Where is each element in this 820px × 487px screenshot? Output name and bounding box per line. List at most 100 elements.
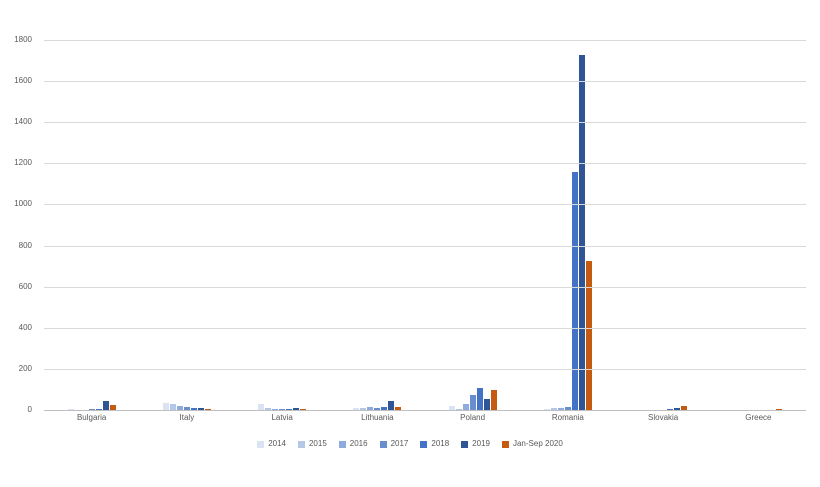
legend-item-2014: 2014 <box>257 440 286 448</box>
legend-label: 2019 <box>472 439 490 448</box>
legend-item-2017: 2017 <box>379 439 409 448</box>
bar-bulgaria-2018 <box>95 408 102 410</box>
y-tick-label: 400 <box>18 322 32 332</box>
bar-bulgaria-2019 <box>102 401 109 410</box>
bar-group-poland <box>425 40 520 410</box>
bar-lithuania-jan-sep-2020 <box>395 406 402 410</box>
x-tick-label: Lithuania <box>361 413 394 422</box>
bar-romania-2014 <box>543 408 550 410</box>
bar-group-romania <box>520 40 615 410</box>
bar-lithuania-2014 <box>353 408 360 410</box>
x-axis: Bulgaria Italy Latvia Lithuania Poland Romani… <box>44 414 806 422</box>
legend-swatch-icon <box>257 440 265 448</box>
y-tick-label: 1600 <box>14 76 32 86</box>
plot-area <box>44 40 806 411</box>
bar-romania-jan-sep-2020 <box>585 260 592 410</box>
bar-lithuania-2017 <box>374 407 381 410</box>
legend-swatch-icon <box>297 440 305 448</box>
x-tick-label: Poland <box>460 413 486 422</box>
bar-greece-jan-sep-2020 <box>776 408 783 410</box>
bar-italy-2015 <box>169 404 176 410</box>
bar-group-lithuania <box>330 40 425 410</box>
bar-latvia-2015 <box>265 408 272 410</box>
gridline <box>44 327 806 329</box>
bar-lithuania-2016 <box>367 406 374 410</box>
bar-romania-2016 <box>557 407 564 410</box>
legend-label: 2018 <box>431 439 450 448</box>
bar-lithuania-2019 <box>388 400 395 410</box>
y-tick-label: 1200 <box>14 158 32 168</box>
bar-lithuania-2018 <box>381 406 388 410</box>
bar-latvia-2019 <box>293 407 300 410</box>
legend-label: 2016 <box>349 439 368 448</box>
gridline <box>44 245 806 247</box>
y-tick-label: 1800 <box>14 35 32 44</box>
bar-italy-2017 <box>183 406 190 410</box>
bar-slovakia-2018 <box>667 409 674 410</box>
legend-item-2016: 2016 <box>338 439 368 448</box>
bar-group-latvia <box>235 40 330 410</box>
y-tick-label: 200 <box>18 363 32 373</box>
gridline <box>44 40 806 41</box>
legend-label: 2017 <box>390 439 409 448</box>
legend-swatch-icon <box>501 440 509 448</box>
legend-swatch-icon <box>461 440 469 448</box>
bar-latvia-2016 <box>272 408 279 410</box>
bar-bulgaria-2014 <box>67 409 74 410</box>
bar-bulgaria-2017 <box>88 409 95 410</box>
bar-romania-2019 <box>578 55 585 410</box>
x-tick-label: Slovakia <box>648 413 679 422</box>
bar-groups <box>44 40 806 410</box>
bar-italy-2014 <box>162 402 169 410</box>
bar-latvia-2018 <box>286 409 293 410</box>
bar-italy-2019 <box>197 407 204 410</box>
bar-bulgaria-jan-sep-2020 <box>109 405 116 410</box>
bar-poland-2016 <box>462 404 469 410</box>
bar-group-slovakia <box>616 40 711 410</box>
bar-romania-2018 <box>571 171 578 410</box>
gridline <box>44 163 806 165</box>
bar-italy-2018 <box>190 407 197 410</box>
bar-group-bulgaria <box>44 40 139 410</box>
y-tick-label: 800 <box>18 240 32 250</box>
bar-poland-2017 <box>469 394 476 410</box>
bar-poland-2015 <box>455 408 462 410</box>
y-tick-label: 1400 <box>14 117 32 127</box>
gridline <box>44 81 806 83</box>
bar-poland-2018 <box>476 388 483 410</box>
x-tick-label: Greece <box>745 413 772 422</box>
bar-italy-2016 <box>176 405 183 410</box>
bar-group-italy <box>139 40 234 410</box>
bar-poland-2019 <box>483 398 490 410</box>
legend-swatch-icon <box>338 440 346 448</box>
y-axis: 0 200 400 600 800 1000 1200 1400 1600 1800 <box>0 36 38 414</box>
legend-item-2015: 2015 <box>297 439 327 448</box>
x-tick-label: Bulgaria <box>76 413 107 422</box>
gridline <box>44 122 806 124</box>
legend-item-jan-sep-2020: Jan-Sep 2020 <box>501 439 563 448</box>
legend-swatch-icon <box>379 440 387 448</box>
legend-label: 2015 <box>308 439 327 448</box>
y-tick-label: 600 <box>18 281 32 291</box>
x-tick-label: Latvia <box>271 413 293 422</box>
legend: 2014 2015 2016 2017 2018 2019 Jan-Sep 2020 <box>0 440 820 448</box>
x-tick-label: Romania <box>551 413 584 422</box>
gridline <box>44 286 806 288</box>
y-tick-label: 0 <box>27 405 32 414</box>
legend-label: Jan-Sep 2020 <box>512 439 563 448</box>
bar-romania-2017 <box>564 406 571 410</box>
legend-swatch-icon <box>420 440 428 448</box>
bar-poland-2014 <box>448 405 455 410</box>
bar-latvia-2014 <box>258 403 265 410</box>
x-tick-label: Italy <box>179 413 195 422</box>
bar-slovakia-jan-sep-2020 <box>681 406 688 410</box>
bar-romania-2015 <box>550 408 557 410</box>
bar-group-greece <box>711 40 806 410</box>
x-axis-line <box>44 410 806 411</box>
bar-latvia-jan-sep-2020 <box>300 408 307 410</box>
bar-italy-jan-sep-2020 <box>204 409 211 410</box>
legend-item-2018: 2018 <box>420 440 449 448</box>
legend-item-2019: 2019 <box>461 440 490 448</box>
legend-label: 2014 <box>268 439 286 448</box>
